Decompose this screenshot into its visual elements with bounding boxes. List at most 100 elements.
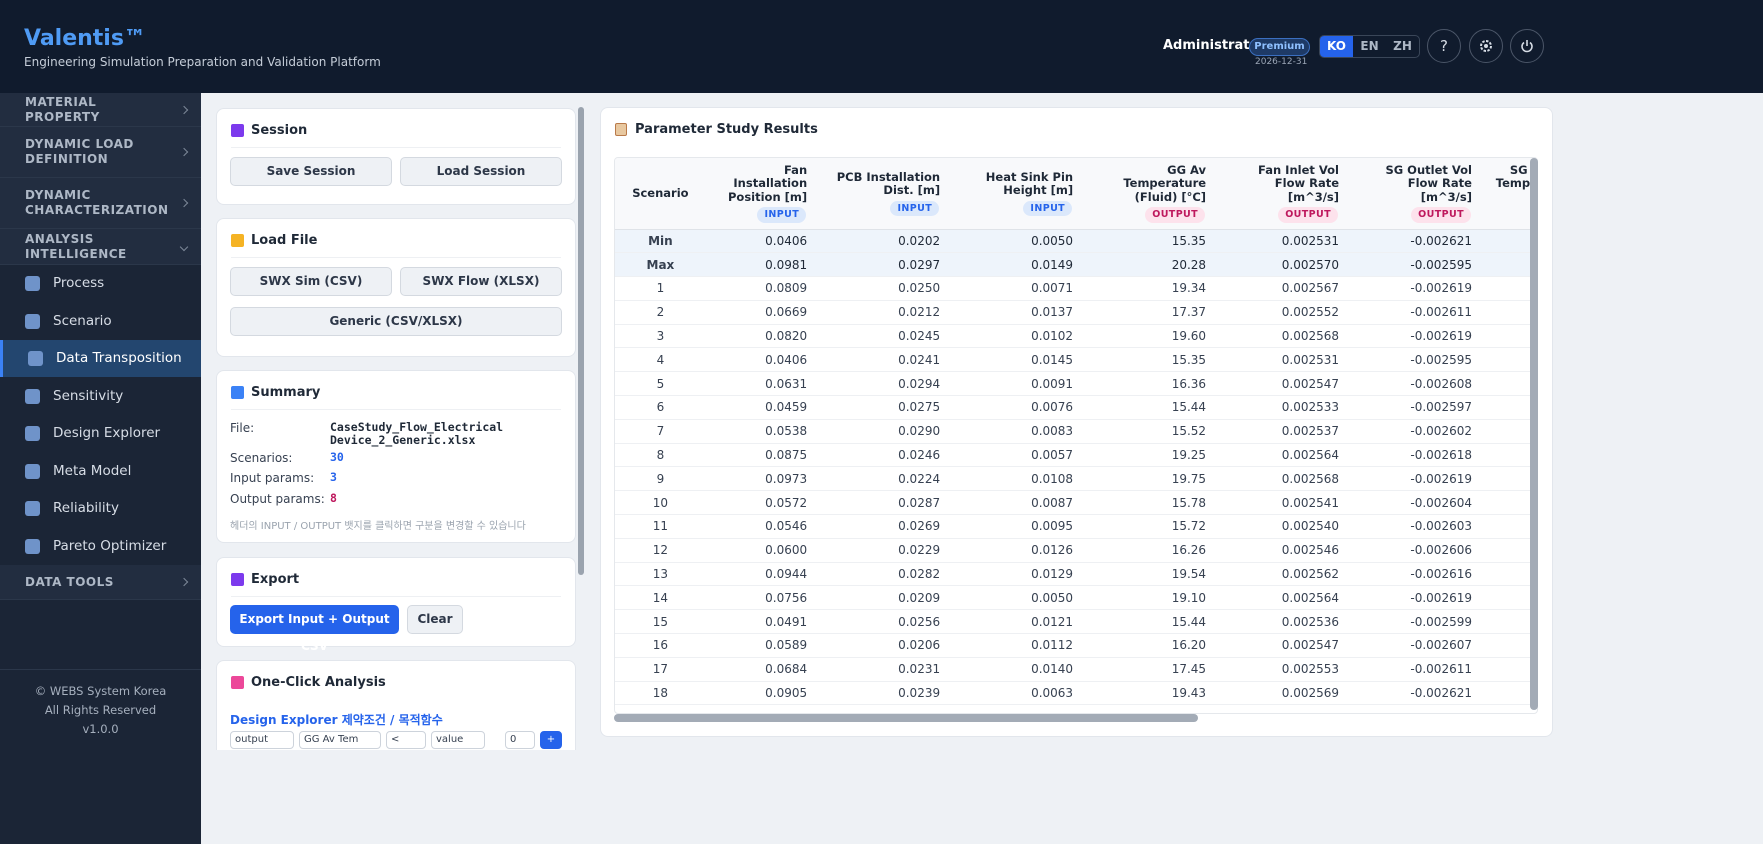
summary-label: Output params: bbox=[230, 492, 325, 506]
table-cell: 0.0209 bbox=[817, 585, 951, 611]
table-cell: -0.002621 bbox=[1349, 681, 1482, 706]
table-cell: -0.002597 bbox=[1349, 395, 1482, 420]
button[interactable]: SWX Flow (XLSX) bbox=[400, 267, 562, 296]
nav-item[interactable]: Data Transposition bbox=[0, 340, 201, 377]
form-control[interactable]: + bbox=[540, 731, 562, 749]
nav-section[interactable]: ANALYSIS INTELLIGENCE bbox=[0, 229, 201, 265]
button[interactable]: Clear bbox=[407, 605, 463, 634]
nav-item[interactable]: Pareto Optimizer bbox=[0, 528, 201, 565]
table-cell: 0.0087 bbox=[950, 490, 1084, 516]
form-control[interactable]: value bbox=[431, 731, 485, 749]
vertical-scrollbar[interactable] bbox=[1530, 158, 1538, 710]
scrollbar[interactable] bbox=[578, 107, 584, 575]
table-row: 4 0.0406 0.0241 0.0145 15.35 0.002531 -0.00259… bbox=[615, 347, 1537, 373]
settings-button[interactable] bbox=[1469, 29, 1503, 63]
table-cell: 15.81 bbox=[1481, 276, 1537, 301]
io-badge[interactable]: OUTPUT bbox=[1145, 207, 1206, 223]
table-cell: 0.002547 bbox=[1216, 371, 1350, 397]
nav-item[interactable]: Design Explorer bbox=[0, 415, 201, 452]
language-option[interactable]: ZH bbox=[1393, 39, 1412, 53]
form-control[interactable]: 0 bbox=[505, 731, 535, 749]
table-row: 18 0.0905 0.0239 0.0063 19.43 0.002569 -0.0026… bbox=[615, 681, 1537, 706]
table-cell: -0.002595 bbox=[1349, 347, 1482, 373]
table-cell: 0.0875 bbox=[705, 443, 818, 468]
form-control[interactable]: < bbox=[386, 731, 426, 749]
table-cell: 18 bbox=[615, 681, 706, 706]
table-cell: 17.18 bbox=[1481, 395, 1537, 420]
brand[interactable]: Valentis™ bbox=[24, 26, 146, 51]
io-badge[interactable]: INPUT bbox=[757, 207, 807, 223]
nav-section[interactable]: DYNAMIC CHARACTERIZATION bbox=[0, 178, 201, 229]
logout-button[interactable] bbox=[1510, 29, 1544, 63]
table-cell: 16 bbox=[615, 633, 706, 658]
button[interactable]: SWX Sim (CSV) bbox=[230, 267, 392, 296]
table-cell: 17.45 bbox=[1083, 657, 1217, 682]
table-row: 5 0.0631 0.0294 0.0091 16.36 0.002547 -0.00260… bbox=[615, 371, 1537, 397]
table-cell: 8 bbox=[615, 443, 706, 468]
io-badge[interactable]: OUTPUT bbox=[1278, 207, 1339, 223]
summary-label: Scenarios: bbox=[230, 451, 293, 465]
table-cell: 0.0245 bbox=[817, 324, 951, 349]
table-cell: 0.002541 bbox=[1216, 490, 1350, 516]
table-cell: 0.0241 bbox=[817, 347, 951, 373]
table-cell: -0.002621 bbox=[1349, 229, 1482, 254]
form-control[interactable]: output bbox=[230, 731, 294, 749]
table-cell: -0.002607 bbox=[1349, 633, 1482, 658]
io-badge[interactable]: INPUT bbox=[1023, 200, 1073, 216]
table-cell: -0.002611 bbox=[1349, 657, 1482, 682]
nav-item[interactable]: Sensitivity bbox=[0, 378, 201, 415]
footer-text: v1.0.0 bbox=[82, 722, 119, 736]
io-badge[interactable]: OUTPUT bbox=[1411, 207, 1471, 223]
table-cell: 0.0250 bbox=[817, 276, 951, 301]
nav-section[interactable]: DATA TOOLS bbox=[0, 565, 201, 600]
table-cell: 17.20 bbox=[1481, 252, 1537, 278]
table-cell: 0.0491 bbox=[705, 609, 818, 635]
table-cell: 13 bbox=[615, 562, 706, 587]
table-cell: 0.0095 bbox=[950, 514, 1084, 539]
table-cell: -0.002619 bbox=[1349, 466, 1482, 492]
card-title: Session bbox=[251, 123, 308, 138]
button[interactable]: Generic (CSV/XLSX) bbox=[230, 307, 562, 336]
nav-item[interactable]: Process bbox=[0, 265, 201, 302]
table-cell: 2 bbox=[615, 300, 706, 325]
button[interactable]: Save Session bbox=[230, 157, 392, 186]
table-cell: 16.47 bbox=[1481, 300, 1537, 325]
results-table: Scenario Fan Installation Position [m] INP… bbox=[615, 158, 1537, 706]
button[interactable]: Load Session bbox=[400, 157, 562, 186]
nav-section[interactable]: DYNAMIC LOAD DEFINITION bbox=[0, 127, 201, 178]
nav-item[interactable]: Meta Model bbox=[0, 453, 201, 490]
table-cell: -0.002618 bbox=[1349, 443, 1482, 468]
nav-section[interactable]: MATERIAL PROPERTY bbox=[0, 93, 201, 127]
summary-value: 8 bbox=[330, 491, 337, 505]
summary-value: CaseStudy_Flow_Electrical Device_2_Gener… bbox=[330, 420, 504, 447]
load-file-card: Load File SWX Sim (CSV) SWX Flow (XLSX) … bbox=[216, 218, 576, 357]
table-cell: 15.35 bbox=[1083, 347, 1217, 373]
io-badge[interactable]: INPUT bbox=[890, 200, 940, 216]
table-cell: 10 bbox=[615, 490, 706, 516]
column-label: SG Outlet Vol Flow Rate [m^3/s] bbox=[1385, 162, 1472, 204]
sidebar: MATERIAL PROPERTY DYNAMIC LOAD DEFINITION… bbox=[0, 93, 201, 844]
table-cell: 0.0121 bbox=[950, 609, 1084, 635]
table-cell: 0.002564 bbox=[1216, 443, 1350, 468]
summary-value: 30 bbox=[330, 450, 344, 464]
table-cell: -0.002619 bbox=[1349, 585, 1482, 611]
language-option[interactable]: EN bbox=[1360, 39, 1379, 53]
nav-item[interactable]: Reliability bbox=[0, 490, 201, 527]
nav-item[interactable]: Scenario bbox=[0, 303, 201, 340]
table-cell: 0.0756 bbox=[705, 585, 818, 611]
language-option[interactable]: KO bbox=[1320, 36, 1353, 57]
table-cell: 0.0137 bbox=[950, 300, 1084, 325]
horizontal-scrollbar[interactable] bbox=[614, 714, 1198, 722]
form-control[interactable]: GG Av Tem bbox=[299, 731, 381, 749]
table-cell: 0.0256 bbox=[817, 609, 951, 635]
table-cell: 0.0669 bbox=[705, 300, 818, 325]
help-button[interactable]: ? bbox=[1427, 29, 1461, 63]
session-card: Session Save Session Load Session bbox=[216, 108, 576, 205]
table-cell: 0.0589 bbox=[705, 633, 818, 658]
table-cell: 0.0538 bbox=[705, 419, 818, 444]
nav-icon bbox=[25, 388, 40, 404]
table-cell: 17.07 bbox=[1481, 609, 1537, 635]
table-cell: 20.28 bbox=[1083, 252, 1217, 278]
table-row: 17 0.0684 0.0231 0.0140 17.45 0.002553 -0.0026… bbox=[615, 657, 1537, 682]
button[interactable]: Export Input + Output CSV bbox=[230, 605, 399, 653]
